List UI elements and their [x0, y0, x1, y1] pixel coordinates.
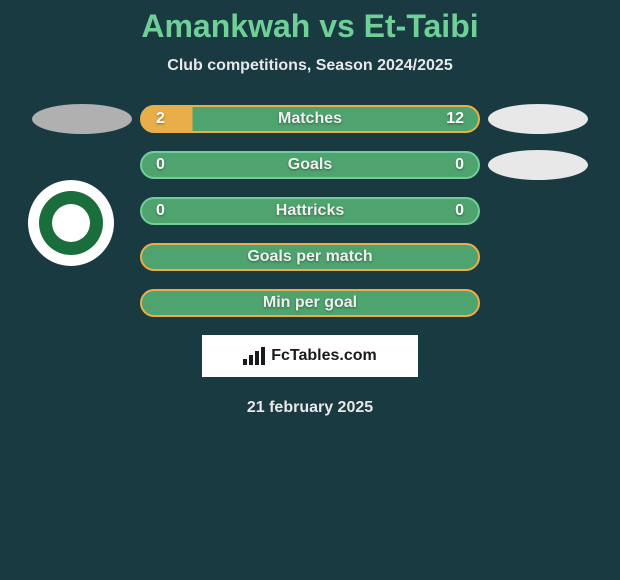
- stat-label: Matches: [278, 110, 342, 128]
- stat-value-right: 0: [434, 156, 464, 174]
- stat-bar-hattricks: 0 Hattricks 0: [140, 197, 480, 225]
- stat-label: Goals per match: [247, 248, 372, 266]
- player-avatar-right: [488, 104, 588, 134]
- badge-center: [52, 204, 90, 242]
- chart-icon: [243, 347, 265, 365]
- stat-bar-gpm: Goals per match: [140, 243, 480, 271]
- stat-value-left: 2: [156, 110, 186, 128]
- stat-row-goals: 0 Goals 0: [0, 151, 620, 179]
- page-title: Amankwah vs Et-Taibi: [0, 8, 620, 45]
- stat-bar-goals: 0 Goals 0: [140, 151, 480, 179]
- club-badge-left: [28, 180, 114, 266]
- stat-label: Min per goal: [263, 294, 357, 312]
- player-avatar-right-2: [488, 150, 588, 180]
- stat-bar-mpg: Min per goal: [140, 289, 480, 317]
- stat-row-mpg: Min per goal: [0, 289, 620, 317]
- stat-row-matches: 2 Matches 12: [0, 105, 620, 133]
- date-text: 21 february 2025: [0, 399, 620, 417]
- brand-footer[interactable]: FcTables.com: [202, 335, 418, 377]
- badge-inner: [39, 191, 103, 255]
- stat-value-right: 12: [434, 110, 464, 128]
- stat-label: Hattricks: [276, 202, 344, 220]
- brand-text: FcTables.com: [271, 347, 377, 365]
- subtitle: Club competitions, Season 2024/2025: [0, 57, 620, 75]
- stat-bar-matches: 2 Matches 12: [140, 105, 480, 133]
- stat-value-left: 0: [156, 156, 186, 174]
- stat-label: Goals: [288, 156, 332, 174]
- stat-value-left: 0: [156, 202, 186, 220]
- player-avatar-left: [32, 104, 132, 134]
- stat-value-right: 0: [434, 202, 464, 220]
